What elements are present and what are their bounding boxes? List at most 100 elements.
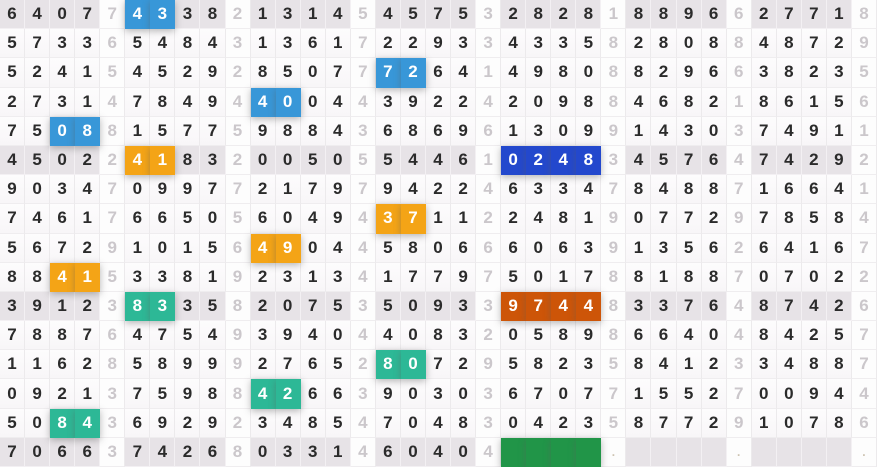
grid-cell: 2 <box>701 408 727 438</box>
grid-cell: 3 <box>50 175 76 205</box>
grid-cell: 3 <box>676 116 702 146</box>
grid-cell: 3 <box>300 437 326 467</box>
grid-cell: 3 <box>50 87 76 117</box>
grid-cell: 2 <box>826 262 852 292</box>
grid-cell: 3 <box>175 291 201 322</box>
grid-cell: 9 <box>726 204 752 234</box>
grid-cell: 8 <box>400 116 426 146</box>
grid-cell: 2 <box>350 350 376 380</box>
grid-cell: 9 <box>425 291 452 322</box>
grid-cell: 4 <box>425 145 452 176</box>
grid-cell: 3 <box>526 175 552 205</box>
grid-cell: 4 <box>526 408 552 438</box>
grid-cell: 9 <box>601 204 627 234</box>
grid-cell: 0 <box>701 116 727 146</box>
grid-cell: 7 <box>375 408 401 438</box>
grid-cell: 3 <box>451 321 477 351</box>
grid-cell: 0 <box>50 145 76 176</box>
grid-cell: 3 <box>551 175 577 205</box>
grid-cell: 8 <box>601 291 627 322</box>
grid-cell: 7 <box>0 116 26 146</box>
grid-cell: 8 <box>225 291 251 322</box>
grid-cell: 5 <box>651 145 677 176</box>
grid-cell: 3 <box>476 29 502 59</box>
grid-cell: 4 <box>375 321 401 351</box>
grid-cell: 6 <box>250 204 276 234</box>
grid-cell: 0 <box>300 233 326 263</box>
grid-cell: 0 <box>25 437 51 467</box>
grid-cell: 7 <box>801 408 827 438</box>
grid-cell: 7 <box>100 0 126 30</box>
grid-cell: 2 <box>400 58 426 88</box>
grid-cell: 5 <box>501 350 527 380</box>
grid-cell: 2 <box>501 0 527 30</box>
grid-cell: 7 <box>676 291 702 322</box>
grid-cell: 4 <box>425 408 452 438</box>
grid-cell: 1 <box>150 145 176 176</box>
grid-cell: 2 <box>50 379 76 409</box>
grid-cell: 0 <box>400 408 426 438</box>
grid-cell: 6 <box>75 437 101 467</box>
grid-cell: 3 <box>250 408 276 438</box>
grid-cell: 2 <box>551 408 577 438</box>
grid-cell: 4 <box>250 233 276 263</box>
grid-cell: 9 <box>526 58 552 88</box>
grid-cell: 8 <box>526 0 552 30</box>
grid-cell: 9 <box>826 145 852 176</box>
grid-cell: 1 <box>626 379 652 409</box>
grid-cell: 4 <box>476 87 502 117</box>
grid-cell: 7 <box>601 175 627 205</box>
grid-cell: 4 <box>350 87 376 117</box>
grid-cell: 4 <box>826 175 852 205</box>
grid-cell: 9 <box>150 175 176 205</box>
grid-cell: 6 <box>125 204 151 234</box>
grid-cell: 8 <box>601 321 627 351</box>
grid-cell: 1 <box>826 116 852 146</box>
grid-cell: 7 <box>400 204 426 234</box>
grid-cell: 2 <box>451 87 477 117</box>
grid-cell: 0 <box>400 437 426 467</box>
grid-cell: 5 <box>0 58 26 88</box>
grid-cell: 3 <box>751 350 777 380</box>
grid-cell: 7 <box>0 204 26 234</box>
grid-cell: 8 <box>400 233 426 263</box>
grid-cell: 5 <box>325 408 351 438</box>
grid-cell: 4 <box>50 58 76 88</box>
grid-cell: 3 <box>250 321 276 351</box>
grid-cell: 1 <box>275 175 301 205</box>
grid-cell: 7 <box>375 58 401 88</box>
grid-cell: 8 <box>701 175 727 205</box>
grid-cell: 8 <box>100 116 126 146</box>
grid-cell: 5 <box>200 233 226 263</box>
grid-cell: 2 <box>726 233 752 263</box>
grid-cell: 9 <box>476 350 502 380</box>
grid-cell: 0 <box>751 262 777 292</box>
grid-cell: 2 <box>225 58 251 88</box>
grid-cell: 2 <box>400 29 426 59</box>
grid-cell: 1 <box>626 116 652 146</box>
grid-cell: 1 <box>751 408 777 438</box>
grid-cell: 3 <box>476 408 502 438</box>
grid-cell: 4 <box>300 321 326 351</box>
grid-cell: 9 <box>150 408 176 438</box>
grid-cell: 4 <box>75 408 101 438</box>
grid-cell: 2 <box>476 321 502 351</box>
grid-cell: 3 <box>275 29 301 59</box>
grid-cell: 6 <box>476 116 502 146</box>
grid-cell <box>551 437 577 467</box>
grid-cell: 2 <box>651 58 677 88</box>
grid-cell: 0 <box>200 204 226 234</box>
grid-cell: 8 <box>651 29 677 59</box>
grid-cell: 0 <box>400 321 426 351</box>
grid-cell: 1 <box>75 379 101 409</box>
grid-cell: 3 <box>175 0 201 30</box>
grid-cell: 8 <box>576 87 602 117</box>
grid-cell: 3 <box>551 29 577 59</box>
grid-cell: 0 <box>776 408 802 438</box>
grid-cell: 5 <box>826 87 852 117</box>
grid-cell: 3 <box>275 262 301 292</box>
grid-cell: 2 <box>551 0 577 30</box>
grid-cell: 7 <box>776 262 802 292</box>
grid-cell: 8 <box>551 58 577 88</box>
grid-cell: 5 <box>826 321 852 351</box>
